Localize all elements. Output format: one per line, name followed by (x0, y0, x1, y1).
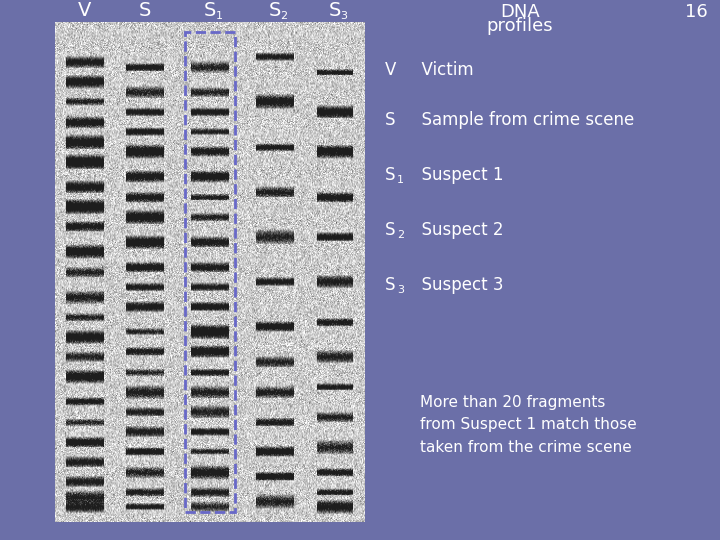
Text: S: S (269, 1, 282, 19)
Text: Suspect 3: Suspect 3 (411, 276, 503, 294)
Text: 1: 1 (397, 175, 404, 185)
Text: V: V (385, 61, 397, 79)
Text: S: S (329, 1, 341, 19)
Text: 2: 2 (280, 11, 287, 21)
Text: 1: 1 (215, 11, 222, 21)
Text: 2: 2 (397, 230, 404, 240)
Text: Victim: Victim (411, 61, 474, 79)
Text: S: S (204, 1, 216, 19)
Text: S: S (139, 1, 151, 19)
Text: S: S (385, 221, 395, 239)
Text: More than 20 fragments
from Suspect 1 match those
taken from the crime scene: More than 20 fragments from Suspect 1 ma… (420, 395, 636, 455)
Text: S: S (385, 276, 395, 294)
Bar (185, 32, 235, 512)
Text: Suspect 1: Suspect 1 (411, 166, 503, 184)
Text: profiles: profiles (487, 17, 553, 35)
Text: 16: 16 (685, 3, 708, 21)
Text: S: S (385, 111, 395, 129)
Text: Sample from crime scene: Sample from crime scene (411, 111, 634, 129)
Text: S: S (385, 166, 395, 184)
Text: V: V (78, 1, 91, 19)
Text: 3: 3 (397, 285, 404, 295)
Text: 3: 3 (341, 11, 348, 21)
Text: DNA: DNA (500, 3, 540, 21)
Text: Suspect 2: Suspect 2 (411, 221, 503, 239)
